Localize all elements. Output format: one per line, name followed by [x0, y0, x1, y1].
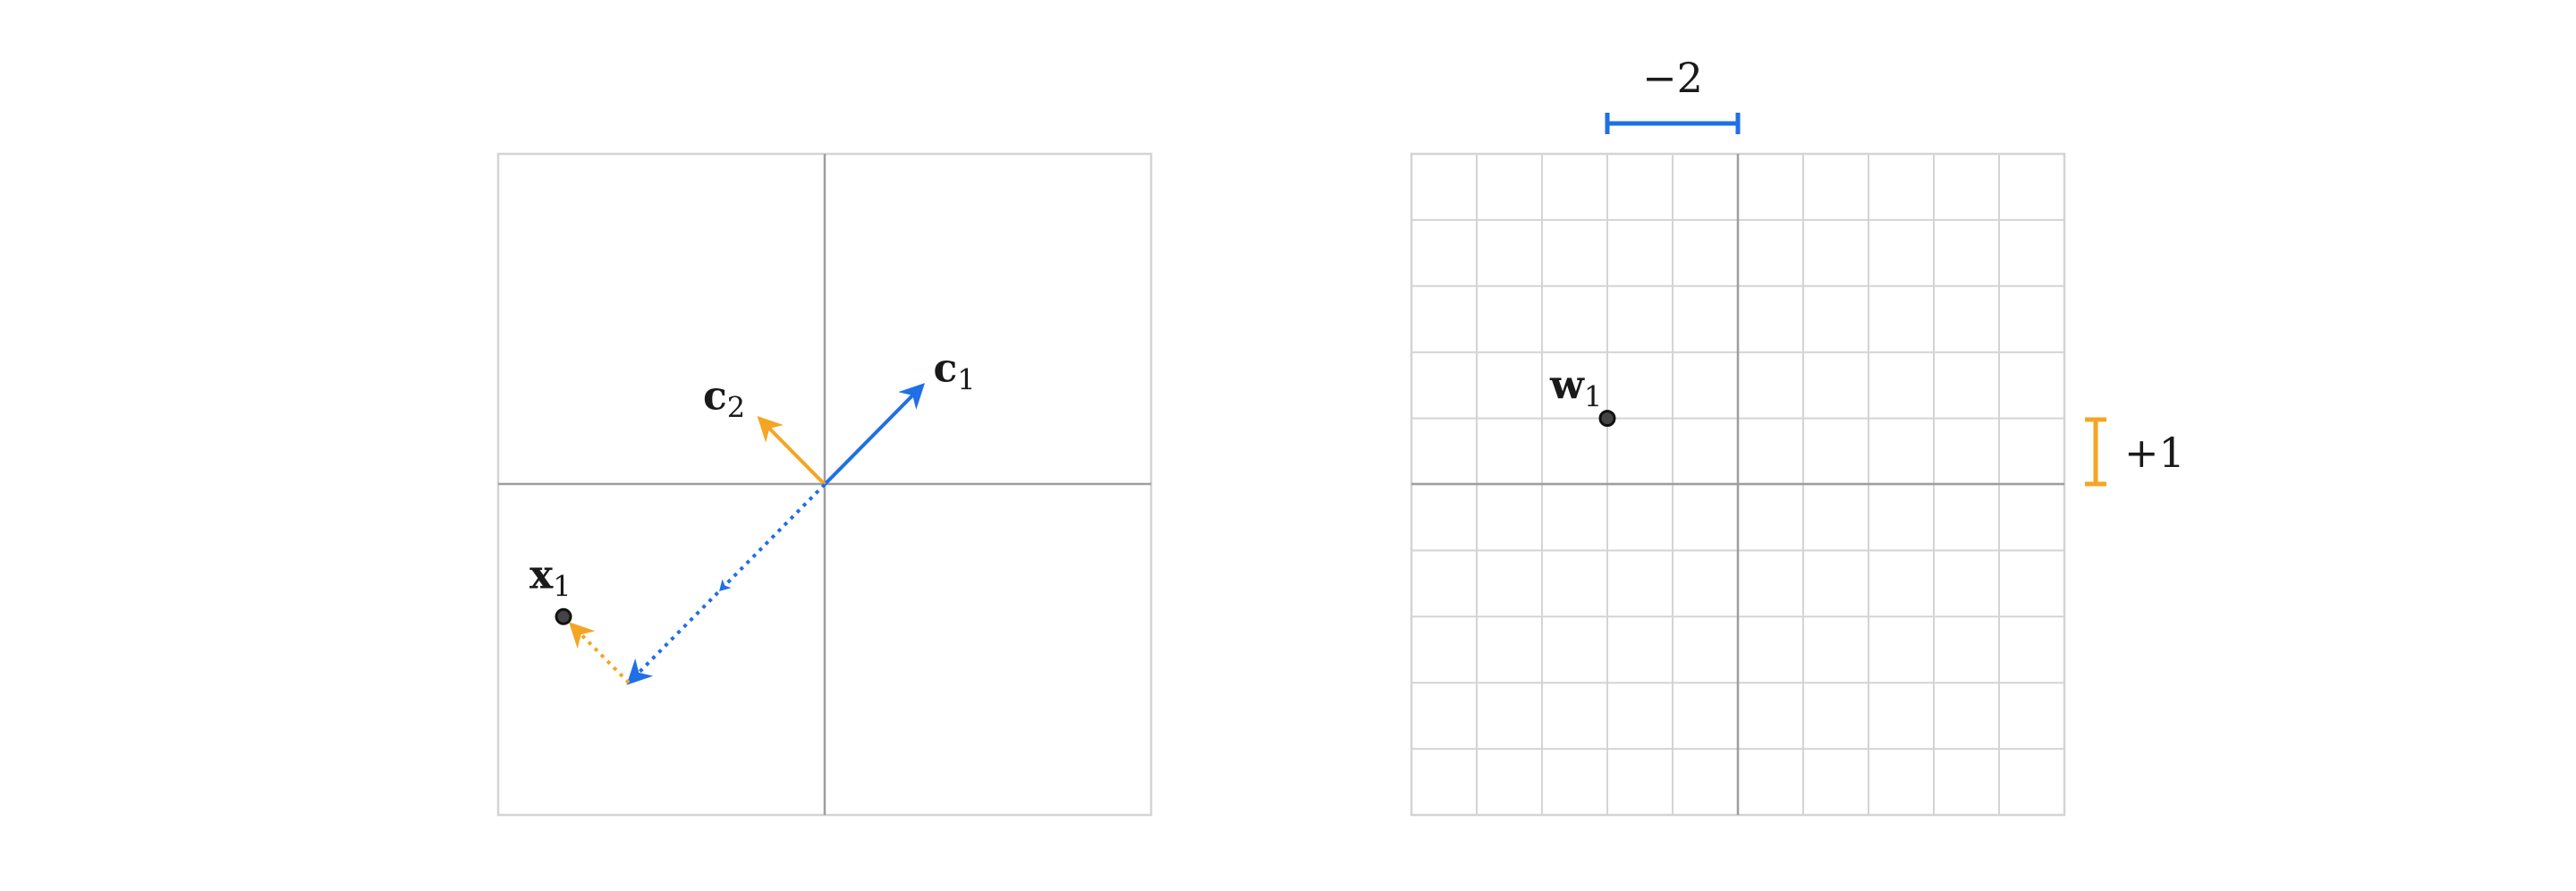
label-w1: w1	[1549, 363, 1602, 414]
point-w1	[1598, 410, 1616, 428]
blue-bracket	[1605, 113, 1741, 134]
label-x1: x1	[530, 552, 572, 603]
label-c1: c1	[934, 346, 976, 397]
projection-path-blue	[626, 483, 826, 685]
vector-c1-arrow	[823, 383, 926, 486]
label-c2: c2	[703, 374, 745, 425]
vector-c2-arrow	[757, 416, 826, 486]
blue-bracket-label: −2	[1642, 54, 1703, 102]
point-x1	[555, 607, 572, 625]
projection-path-orange	[568, 622, 631, 684]
orange-bracket-label: +1	[2124, 429, 2185, 477]
right-panel: w1 −2 +1	[1410, 54, 2185, 817]
projection-path-blue-midarrow	[719, 579, 732, 591]
left-panel: c1 c2 x1	[496, 152, 1153, 817]
orange-bracket	[2085, 417, 2106, 487]
